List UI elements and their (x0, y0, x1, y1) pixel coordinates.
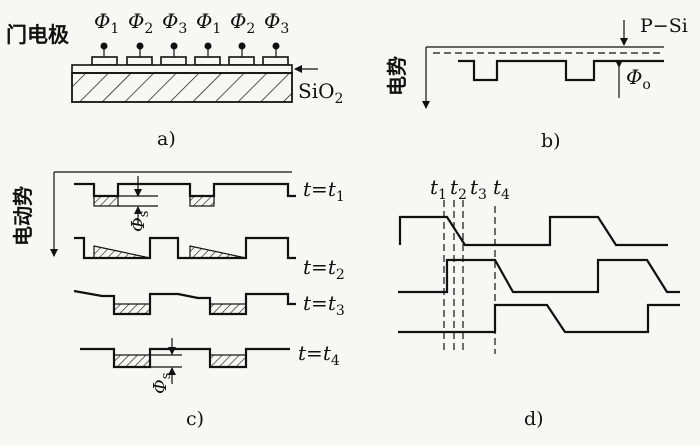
well-profile (73, 289, 296, 316)
time-label-t4: t=t4 (298, 341, 340, 369)
time-markers: t1 t2 t3 t4 (430, 175, 510, 203)
caption-c: c) (186, 408, 204, 430)
phase-label-4: Φ1 (196, 9, 221, 37)
panel-d: t1 t2 t3 t4 d) (398, 175, 680, 430)
charge-packet (209, 303, 247, 315)
row-t4: Φs t=t4 (80, 338, 340, 394)
phi-s-label: Φs (128, 211, 152, 232)
emf-axis-label: 电动势 (11, 186, 35, 246)
phase-label-2: Φ2 (128, 9, 153, 37)
phase-label-3: Φ3 (162, 9, 187, 37)
charge-packet (93, 195, 119, 207)
phase-label-6: Φ3 (264, 9, 289, 37)
charge-packet (189, 245, 247, 259)
panel-b: P−Si 电势 Φo b) (385, 15, 688, 152)
phi-o-label: Φo (626, 65, 651, 93)
potential-axis-label: 电势 (385, 56, 409, 96)
well-profile (80, 347, 290, 369)
substrate-label: P−Si (640, 15, 688, 37)
time-label-t2: t=t2 (303, 255, 345, 283)
phase-labels: Φ1 Φ2 Φ3 Φ1 Φ2 Φ3 (94, 9, 289, 37)
electrode-leads (100, 42, 280, 57)
gate-electrode-label: 门电极 (6, 23, 70, 47)
clock-phase-2 (398, 258, 680, 294)
time-marker-t3: t3 (470, 175, 487, 203)
time-marker-t1: t1 (430, 175, 447, 203)
charge-packet (93, 245, 151, 259)
row-t1: Φs t=t1 (74, 176, 345, 232)
row-t3: t=t3 (73, 289, 345, 319)
electrode-blocks (91, 56, 289, 66)
panel-a: 门电极 Φ1 Φ2 Φ3 Φ1 Φ2 Φ3 (6, 9, 343, 150)
time-label-t1: t=t1 (303, 177, 345, 205)
time-label-t3: t=t3 (303, 291, 345, 319)
phi-s-label: Φs (150, 373, 174, 394)
charge-packet (209, 354, 247, 368)
charge-packet (189, 195, 215, 207)
clock-phase-1 (398, 215, 668, 247)
caption-b: b) (541, 130, 561, 152)
time-marker-t2: t2 (450, 175, 467, 203)
caption-d: d) (524, 408, 544, 430)
well-profile (74, 182, 296, 198)
oxide-label: SiO2 (298, 79, 343, 107)
caption-a: a) (157, 128, 176, 150)
time-marker-t4: t4 (493, 175, 510, 203)
silicon-substrate (71, 72, 293, 103)
surface-potential-wells (458, 59, 664, 82)
phase-label-5: Φ2 (230, 9, 255, 37)
phase-label-1: Φ1 (94, 9, 119, 37)
charge-packet (113, 303, 151, 315)
row-t2: t=t2 (74, 236, 345, 283)
well-profile (74, 236, 296, 260)
clock-phase-3 (398, 303, 680, 334)
panel-c: 电动势 Φs t=t1 t=t2 (11, 171, 345, 430)
oxide-layer (71, 64, 293, 74)
charge-packet (113, 354, 151, 368)
